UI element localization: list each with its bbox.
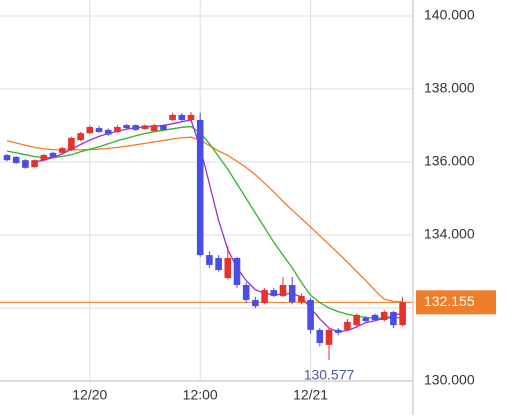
candle-body (325, 329, 333, 345)
x-tick-label: 12/21 (293, 387, 328, 403)
candle-body (3, 155, 11, 161)
candle-body (123, 125, 130, 129)
candle-body (252, 299, 259, 307)
y-tick-label: 138.000 (424, 80, 475, 96)
candle-body (298, 295, 305, 303)
candle-body (206, 255, 213, 265)
low-annotation: 130.577 (304, 367, 355, 383)
last-price-tag (416, 290, 496, 315)
candle-body (22, 160, 29, 168)
moving-average (6, 125, 403, 319)
y-tick-label: 134.000 (424, 226, 475, 242)
candle-body (399, 302, 406, 326)
candle-body (380, 312, 388, 321)
candle-body (270, 290, 278, 296)
candle-body (307, 299, 314, 330)
last-price-label: 132.155 (424, 293, 475, 309)
candle-body (68, 137, 75, 150)
candle-body (86, 126, 94, 134)
candle-body (132, 125, 140, 130)
candle-body (40, 155, 48, 161)
candle-body (288, 285, 296, 303)
candle-body (334, 329, 342, 333)
candle-body (242, 285, 250, 300)
candle-body (169, 114, 176, 121)
candle-body (114, 126, 121, 133)
candle-body (77, 133, 84, 141)
candle-body (58, 148, 66, 153)
candle-body (233, 257, 241, 286)
candle-body (344, 321, 351, 330)
candle-body (353, 314, 360, 326)
candle-body (178, 114, 186, 121)
candle-body (196, 120, 204, 256)
x-tick-label: 12/20 (72, 387, 107, 403)
candle-body (31, 160, 38, 168)
candle-body (187, 114, 195, 121)
candle-body (95, 128, 103, 133)
candle-body (390, 312, 397, 326)
candle-body (279, 285, 287, 296)
y-tick-label: 130.000 (424, 372, 475, 388)
candle-body (150, 125, 158, 131)
candle-body (215, 257, 222, 271)
y-tick-label: 136.000 (424, 153, 475, 169)
candle-body (362, 317, 370, 322)
candle-body (141, 125, 149, 130)
y-tick-label: 140.000 (424, 7, 475, 23)
candle-body (224, 257, 232, 279)
candle-body (160, 125, 167, 130)
candle-body (49, 152, 57, 157)
candle-body (12, 156, 20, 164)
x-tick-label: 12:00 (183, 387, 218, 403)
candle-body (371, 314, 379, 321)
candle-body (261, 290, 268, 303)
candle-body (104, 129, 112, 135)
candle-body (316, 329, 324, 344)
